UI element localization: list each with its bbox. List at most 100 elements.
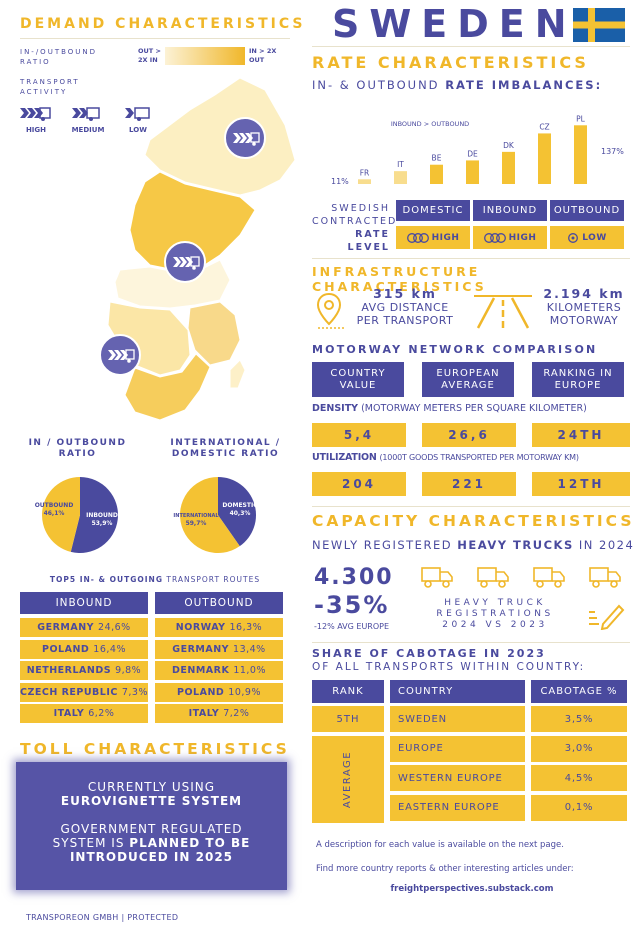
route-value: 24,6% [98, 622, 131, 633]
toll-header: TOLL CHARACTERISTICS [20, 740, 290, 758]
capacity-header: CAPACITY CHARACTERISTICS [312, 512, 635, 530]
route-country: ITALY [53, 708, 85, 719]
note-line1: A description for each value is availabl… [316, 840, 564, 850]
pie-slice-inbound [70, 477, 119, 553]
density-value-2: 24TH [532, 423, 630, 447]
route-value: 11,0% [233, 665, 266, 676]
substack-link[interactable]: freightperspectives.substack.com [390, 884, 554, 894]
cabotage-head-country: COUNTRY [390, 680, 525, 703]
routes-outbound-header: OUTBOUND [155, 592, 283, 614]
cabotage-value: 3,5% [531, 706, 627, 732]
map-region-upper-middle [129, 171, 256, 271]
bar-label-cz: CZ [539, 122, 549, 131]
coins-icon [483, 232, 506, 243]
rate-level-value-outbound: LOW [550, 226, 624, 249]
truck-count: 4.300 [314, 565, 394, 590]
cabotage-country: WESTERN EUROPE [390, 765, 525, 791]
motorway-icon [474, 295, 532, 329]
activity-low: LOW [120, 104, 156, 134]
truck-high-icon [20, 107, 51, 121]
rate-level-inbound: INBOUND [473, 200, 547, 221]
cabotage-country: EASTERN EUROPE [390, 794, 525, 821]
pie-slice-international [180, 477, 240, 553]
route-country: GERMANY [172, 643, 230, 655]
contracted-label: SWEDISH CONTRACTED RATE LEVEL [312, 203, 398, 253]
bar-label-it: IT [397, 160, 404, 169]
cabotage-value: 3,0% [531, 735, 627, 762]
rate-subheader: IN- & OUTBOUND RATE IMBALANCES: [312, 78, 603, 92]
infra-header: INFRASTRUCTURE CHARACTERISTICS [312, 264, 487, 294]
route-country: NORWAY [175, 622, 226, 633]
sweden-flag-icon [573, 8, 625, 42]
cabotage-head-rank: RANK [312, 680, 384, 703]
route-row-inbound: CZECH REPUBLIC 7,3% [20, 682, 148, 702]
routes-inbound-header: INBOUND [20, 592, 148, 614]
pie-outbound-label: OUTBOUND [35, 502, 74, 509]
pie-slice-outbound [42, 477, 80, 552]
coins-icon [567, 232, 579, 243]
map-region-south [124, 353, 211, 421]
route-value: 9,8% [115, 665, 142, 676]
avg-europe: -12% AVG EUROPE [314, 622, 390, 631]
activity-bubble-middle [164, 241, 206, 283]
footer-left: TRANSPOREON GMBH | PROTECTED [26, 913, 179, 922]
bar-label-fr: FR [360, 168, 370, 177]
truck-low-icon [125, 107, 150, 121]
route-row-inbound: NETHERLANDS 9,8% [20, 661, 148, 680]
map-region-north [144, 77, 296, 196]
route-value: 13,4% [233, 643, 266, 655]
route-value: 10,9% [228, 686, 261, 698]
map-region-east [187, 301, 241, 366]
route-country: GERMANY [37, 622, 95, 633]
cabotage-country: SWEDEN [390, 706, 525, 732]
pie-inbound-label: INBOUND [86, 512, 118, 519]
map-island-gotland [229, 359, 246, 389]
bar-be [430, 164, 443, 184]
pie-international-value: 59,7% [186, 520, 207, 527]
truck-icon [589, 567, 621, 588]
cabotage-rank: 5TH [312, 706, 384, 732]
route-value: 7,3% [121, 686, 148, 698]
route-value: 6,2% [88, 708, 115, 719]
route-country: CZECH REPUBLIC [20, 686, 118, 698]
rate-level-domestic: DOMESTIC [396, 200, 470, 221]
utilization-label: UTILIZATION (1000T GOODS TRANSPORTED PER… [312, 452, 579, 463]
bar-label-pl: PL [576, 114, 586, 123]
density-value-0: 5,4 [312, 423, 406, 447]
note-line2: Find more country reports & other intere… [316, 864, 574, 874]
truck-icon [477, 567, 509, 588]
motorway-col-2: RANKING IN EUROPE [532, 362, 624, 397]
rate-level-outbound: OUTBOUND [550, 200, 624, 221]
cabotage-average-cell: AVERAGE [312, 736, 384, 823]
toll-box: CURRENTLY USING EUROVIGNETTE SYSTEM GOVE… [16, 762, 287, 890]
route-value: 16,4% [93, 643, 126, 655]
pie-international-label: INTERNATIONAL [173, 513, 219, 519]
chart-max-label: 137% [601, 147, 624, 156]
cabotage-country: EUROPE [390, 735, 525, 762]
activity-bubble-north [224, 117, 266, 159]
rate-level-value-inbound: HIGH [473, 226, 547, 249]
sweden-map [99, 77, 296, 421]
cabotage-head-value: CABOTAGE % [531, 680, 627, 703]
bar-it [394, 171, 407, 184]
activity-bubble-south [99, 334, 141, 376]
edit-pen-icon [589, 604, 625, 630]
pie-inbound-value: 53,9% [92, 520, 113, 527]
bar-pl [574, 125, 587, 184]
pie-slice-domestic [218, 477, 256, 547]
avg-distance: 315 km AVG DISTANCE PER TRANSPORT [356, 286, 454, 327]
route-row-outbound: POLAND 10,9% [155, 682, 283, 702]
chart-min-label: 11% [331, 177, 349, 186]
route-row-outbound: ITALY 7,2% [155, 704, 283, 723]
capacity-sub: NEWLY REGISTERED HEAVY TRUCKS IN 2024 [312, 538, 635, 552]
route-value: 16,3% [229, 622, 263, 633]
route-row-inbound: POLAND 16,4% [20, 639, 148, 659]
cabotage-value: 0,1% [531, 794, 627, 821]
coins-icon [406, 232, 429, 243]
util-value-1: 221 [422, 472, 516, 496]
cabotage-title1: SHARE OF CABOTAGE IN 2023 [312, 647, 546, 660]
legend-left: OUT > 2X IN [138, 47, 161, 64]
intl-pie: DOMESTIC 40,3% INTERNATIONAL 59,7% [173, 477, 258, 553]
route-country: POLAND [177, 686, 225, 698]
registrations-label: HEAVY TRUCK REGISTRATIONS 2024 VS 2023 [436, 598, 554, 630]
